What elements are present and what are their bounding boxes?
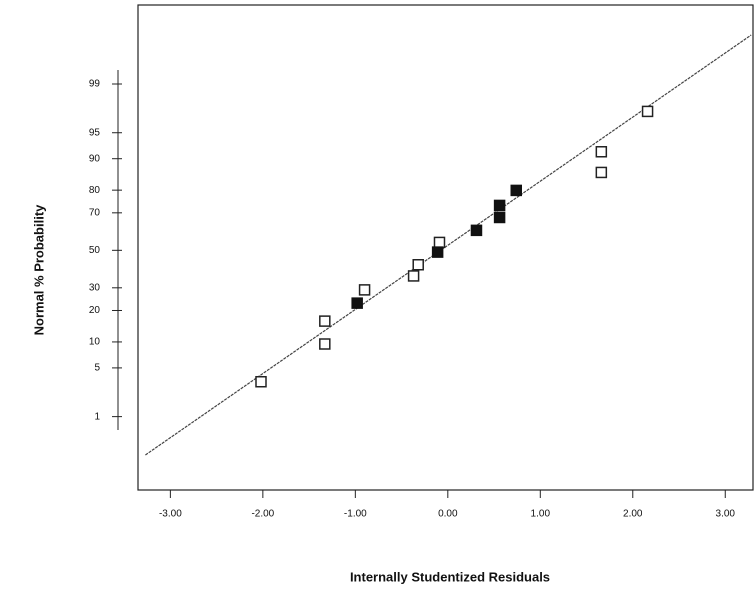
x-tick-label: 1.00: [531, 509, 551, 520]
plot-frame: [137, 4, 754, 491]
data-point: [510, 184, 522, 197]
y-tick-label: 80: [89, 185, 101, 196]
y-tick-label: 5: [94, 363, 100, 374]
data-point: [255, 375, 267, 388]
data-point: [319, 315, 331, 327]
y-tick-label: 90: [89, 153, 101, 164]
y-tick-label: 70: [89, 207, 101, 218]
x-tick-label: 2.00: [623, 509, 643, 520]
x-tick-label: -2.00: [251, 509, 274, 520]
y-tick-label: 99: [89, 79, 101, 90]
data-point: [358, 284, 371, 296]
data-point: [412, 259, 424, 271]
data-point: [319, 338, 331, 350]
data-point: [433, 236, 446, 249]
x-axis-label: Internally Studentized Residuals: [350, 569, 550, 584]
data-point: [493, 199, 506, 212]
data-point: [493, 211, 506, 224]
data-point: [431, 246, 444, 258]
y-tick-label: 1: [94, 411, 100, 422]
data-point: [641, 105, 654, 118]
data-point: [470, 224, 483, 237]
x-tick-label: 3.00: [716, 509, 736, 520]
y-tick-label: 10: [89, 337, 101, 348]
y-tick-label: 30: [89, 282, 101, 293]
data-point: [595, 166, 608, 179]
data-point: [595, 146, 608, 158]
data-point: [351, 297, 363, 309]
x-tick-label: 0.00: [438, 509, 458, 520]
y-tick-label: 50: [89, 245, 101, 256]
y-tick-label: 95: [89, 127, 101, 138]
fit-line: [145, 34, 752, 456]
y-axis-label: Normal % Probability: [31, 204, 46, 336]
x-tick-label: -1.00: [344, 509, 367, 520]
data-point: [407, 270, 420, 282]
x-tick-label: -3.00: [159, 509, 182, 520]
y-tick-label: 20: [89, 305, 101, 316]
